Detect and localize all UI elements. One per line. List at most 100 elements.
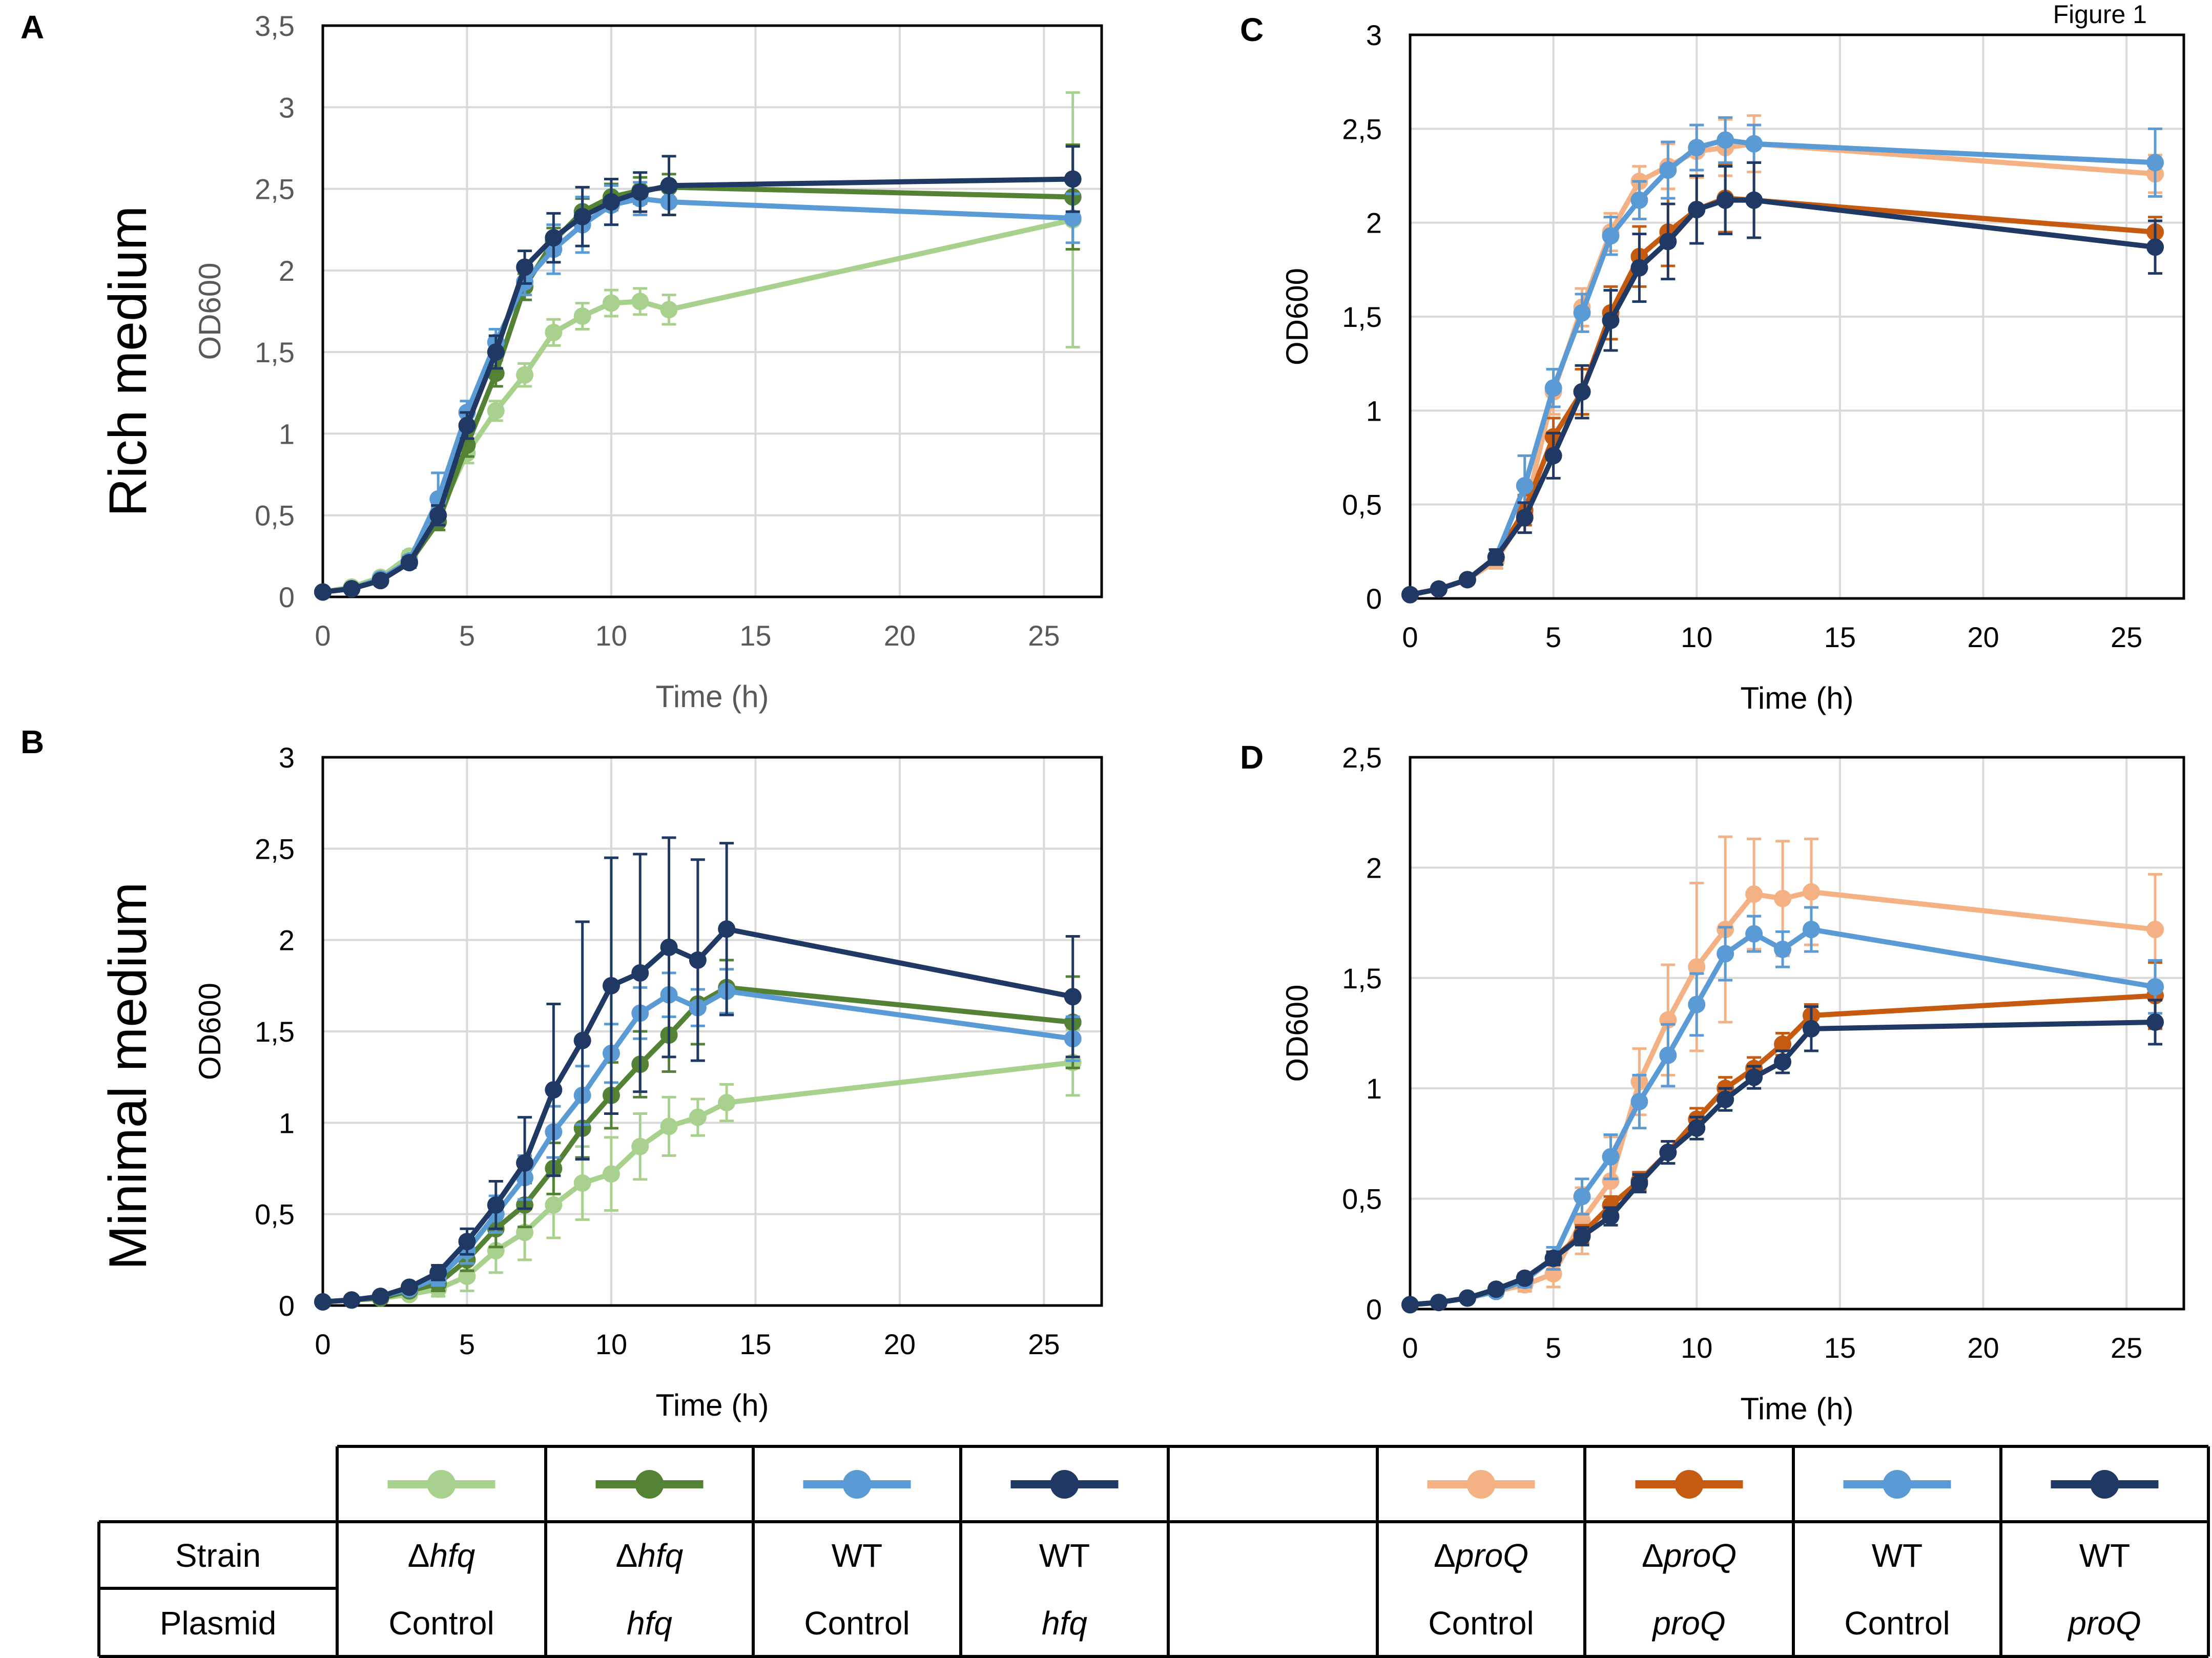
legend-plasmid: hfq	[1042, 1605, 1087, 1642]
data-point	[631, 183, 649, 201]
legend-entry: WT Control	[803, 1470, 911, 1642]
x-tick-label: 0	[1402, 1332, 1418, 1364]
plot-frame	[321, 756, 1103, 1307]
x-tick-label: 15	[1824, 621, 1856, 653]
data-point	[1544, 447, 1562, 465]
series-hfq-control	[314, 91, 1082, 601]
data-point	[1458, 571, 1476, 589]
x-axis-title: Time (h)	[655, 679, 769, 714]
x-tick-label: 15	[739, 619, 771, 652]
series-line	[322, 184, 1073, 595]
legend-strain-gene: hfq	[429, 1537, 475, 1574]
plot-frame	[1409, 33, 2185, 600]
data-point	[1774, 1053, 1792, 1071]
data-point	[1774, 1035, 1792, 1053]
x-tick-label: 0	[315, 619, 330, 652]
data-point	[1430, 580, 1448, 598]
legend-entry: ΔproQ Control	[1427, 1470, 1535, 1642]
legend-strain-prefix: WT	[832, 1537, 883, 1574]
data-point	[573, 1174, 591, 1192]
y-tick-label: 0	[1366, 583, 1382, 615]
data-point	[1401, 1296, 1419, 1314]
y-tick-label: 3	[1366, 19, 1382, 51]
y-tick-label: 2,5	[1342, 113, 1382, 145]
data-point	[2146, 978, 2164, 996]
data-point	[400, 554, 418, 572]
data-point	[1573, 304, 1591, 322]
legend-plasmid: Control	[804, 1605, 909, 1642]
chart-panel-c: C 0 5 10 15 20 25 0 0,5 1 1,5 2 2,5 3 Time (h) OD600	[1240, 11, 2185, 715]
data-point	[487, 343, 505, 361]
data-point	[1745, 1068, 1763, 1086]
data-point	[1544, 379, 1562, 397]
legend-strain-gene: proQ	[1455, 1537, 1528, 1574]
data-point	[1717, 945, 1734, 963]
data-point	[429, 506, 447, 524]
x-tick-label: 20	[884, 619, 916, 652]
data-point	[516, 258, 534, 276]
series-line	[1410, 137, 2156, 597]
data-point	[602, 977, 620, 994]
data-point	[660, 938, 678, 956]
data-point	[1516, 1269, 1534, 1287]
legend-strain: ΔproQ	[1642, 1537, 1736, 1574]
legend-marker	[1674, 1470, 1704, 1499]
x-tick-label: 0	[315, 1328, 330, 1360]
legend-plasmid: hfq	[627, 1605, 672, 1642]
y-axis-title: OD600	[1280, 984, 1314, 1082]
legend-strain-prefix: WT	[2079, 1537, 2131, 1574]
data-point	[660, 177, 678, 195]
data-point	[1573, 1227, 1591, 1245]
panel-letter: C	[1240, 11, 1264, 48]
data-point	[1516, 509, 1534, 527]
data-point	[1802, 883, 1820, 901]
data-point	[573, 1031, 591, 1049]
legend-strain-gene: proQ	[1663, 1537, 1736, 1574]
chart-panel-b: B 0 5 10 15 20 25 0 0,5 1 1,5 2 2,5 3 Time (h) OD600	[20, 723, 1103, 1422]
y-axis-title: OD600	[193, 983, 227, 1080]
x-axis-title: Time (h)	[655, 1388, 769, 1422]
data-point	[1774, 940, 1792, 958]
data-point	[343, 1291, 361, 1309]
data-point	[1064, 209, 1082, 227]
series-wt-dark	[1401, 999, 2164, 1314]
series-wt-control	[1401, 906, 2164, 1314]
data-point	[1745, 191, 1763, 209]
legend-marker	[1883, 1470, 1912, 1499]
legend-strain-prefix: Δ	[616, 1537, 638, 1574]
data-point	[429, 1263, 447, 1281]
panel-letter: D	[1240, 739, 1264, 776]
y-tick-label: 0	[1366, 1293, 1382, 1325]
data-point	[371, 572, 389, 590]
legend-plasmid: proQ	[2067, 1605, 2141, 1642]
data-point	[400, 1278, 418, 1296]
series-line	[322, 217, 1073, 595]
legend-strain-prefix: WT	[1872, 1537, 1923, 1574]
series-line	[322, 196, 1073, 595]
x-tick-label: 10	[595, 1328, 627, 1360]
y-tick-label: 0,5	[255, 1198, 295, 1231]
data-point	[2146, 1013, 2164, 1031]
legend-entry: Δhfq Control	[387, 1470, 495, 1642]
data-point	[1487, 1280, 1505, 1298]
data-point	[1688, 139, 1706, 156]
data-point	[631, 1137, 649, 1155]
legend-plasmid: proQ	[1651, 1605, 1725, 1642]
y-tick-label: 3,5	[255, 10, 295, 42]
x-tick-label: 5	[459, 1328, 475, 1360]
series-line	[322, 926, 1073, 1304]
data-point	[1659, 1046, 1677, 1064]
data-point	[1745, 135, 1763, 153]
y-tick-label: 1	[1366, 395, 1382, 427]
y-tick-label: 0,5	[255, 500, 295, 532]
data-point	[602, 1165, 620, 1183]
data-point	[1717, 131, 1734, 149]
y-tick-label: 0,5	[1342, 489, 1382, 521]
row-label-minimal: Minimal medium	[98, 882, 158, 1270]
data-point	[1544, 1249, 1562, 1267]
data-point	[1630, 1174, 1648, 1192]
data-point	[1688, 201, 1706, 218]
x-axis-title: Time (h)	[1740, 1392, 1853, 1426]
legend-entry: WT hfq	[1010, 1470, 1119, 1642]
